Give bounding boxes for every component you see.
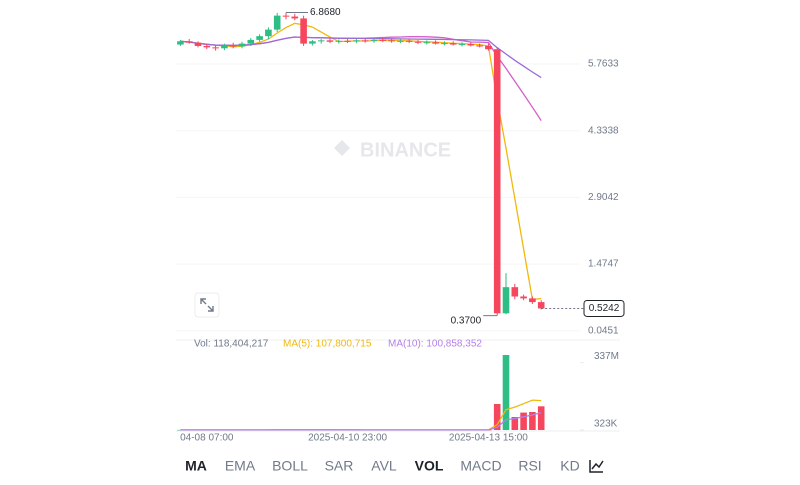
indicator-tab[interactable]: MA bbox=[185, 458, 207, 474]
candle-body bbox=[185, 41, 193, 43]
candle-body bbox=[493, 49, 501, 314]
expand-button[interactable] bbox=[194, 292, 220, 318]
candle-body bbox=[502, 287, 510, 314]
indicator-tab[interactable]: EMA bbox=[225, 458, 256, 474]
candle-body bbox=[177, 41, 184, 45]
low-marker-label: 0.3700 bbox=[451, 315, 482, 326]
candle-body bbox=[282, 15, 290, 17]
candle-body bbox=[221, 45, 228, 49]
indicator-tab[interactable]: KD bbox=[560, 458, 579, 474]
indicator-tab[interactable]: BOLL bbox=[272, 458, 308, 474]
candle-body bbox=[397, 40, 404, 42]
candle-body bbox=[388, 40, 395, 42]
candle-body bbox=[353, 40, 360, 42]
y-tick-label: 4.3338 bbox=[588, 125, 619, 136]
volume-ma-line bbox=[180, 411, 542, 431]
indicator-tab[interactable]: RSI bbox=[518, 458, 541, 474]
candle-body bbox=[309, 41, 316, 44]
candle-body bbox=[238, 43, 246, 47]
chart-type-icon[interactable] bbox=[589, 460, 604, 473]
candle-body bbox=[344, 40, 351, 42]
chart-icon[interactable] bbox=[589, 460, 604, 473]
candle-body bbox=[458, 44, 466, 46]
y-tick-label: 337M bbox=[594, 351, 619, 362]
candle-body bbox=[212, 47, 219, 49]
indicator-tab[interactable]: SAR bbox=[325, 458, 354, 474]
y-tick-label: 5.7633 bbox=[588, 59, 619, 70]
indicator-tab[interactable]: MACD bbox=[460, 458, 501, 474]
y-tick-label: 2.9042 bbox=[588, 192, 619, 203]
candle-body bbox=[203, 45, 211, 48]
volume-bar bbox=[520, 412, 527, 430]
candle-body bbox=[300, 18, 307, 44]
candle-body bbox=[247, 39, 255, 44]
volume-info: Vol: 118,404,217 bbox=[194, 339, 269, 350]
candle-body bbox=[229, 45, 237, 47]
expand-box[interactable] bbox=[194, 292, 220, 318]
indicator-tab[interactable]: AVL bbox=[371, 458, 397, 474]
volume-bar bbox=[493, 404, 501, 430]
watermark: BINANCE bbox=[334, 139, 451, 161]
candle-body bbox=[317, 40, 325, 42]
candle-body bbox=[520, 296, 527, 299]
candle-body bbox=[265, 29, 272, 37]
candle-body bbox=[335, 40, 343, 42]
volume-ma10-info: MA(10): 100,858,352 bbox=[388, 339, 482, 350]
candle-body bbox=[449, 43, 457, 45]
last-price-box bbox=[583, 299, 625, 317]
candle-body bbox=[256, 36, 263, 40]
candle-body bbox=[432, 42, 439, 44]
expand-icon[interactable] bbox=[200, 298, 214, 312]
y-tick-label: 0.0451 bbox=[588, 325, 619, 336]
candle-body bbox=[414, 41, 422, 43]
candle-body bbox=[537, 302, 545, 309]
volume-ma5-info: MA(5): 107,800,715 bbox=[283, 339, 372, 350]
candle-body bbox=[194, 42, 202, 46]
last-price-label: 0.5242 bbox=[589, 303, 620, 314]
candle-body bbox=[273, 15, 281, 30]
x-tick-label: 2025-04-13 15:00 bbox=[449, 433, 528, 444]
candle-body bbox=[423, 42, 431, 44]
indicator-tab[interactable]: VOL bbox=[415, 458, 444, 474]
candle-body bbox=[467, 44, 475, 46]
x-tick-label: 2025-04-10 23:00 bbox=[308, 433, 387, 444]
volume-bar bbox=[529, 412, 536, 430]
candle-body bbox=[361, 40, 369, 42]
high-marker-label: 6.8680 bbox=[310, 7, 341, 18]
candle-body bbox=[529, 298, 536, 303]
volume-bar bbox=[502, 355, 510, 430]
candle-body bbox=[476, 45, 483, 47]
volume-bar bbox=[511, 417, 519, 430]
volume-bar bbox=[537, 406, 545, 430]
candle-body bbox=[291, 16, 299, 19]
candle-body bbox=[370, 39, 378, 41]
candle-body bbox=[441, 43, 448, 45]
y-tick-label: 1.4747 bbox=[588, 259, 619, 270]
candle-body bbox=[379, 39, 387, 41]
candle-body bbox=[405, 40, 413, 42]
x-tick-label: 04-08 07:00 bbox=[180, 433, 234, 444]
watermark-text: BINANCE bbox=[360, 139, 451, 161]
candle-body bbox=[326, 40, 334, 42]
watermark-logo bbox=[334, 140, 350, 156]
candle-body bbox=[485, 45, 492, 50]
candle-body bbox=[511, 287, 519, 297]
y-tick-label: 323K bbox=[594, 419, 618, 430]
